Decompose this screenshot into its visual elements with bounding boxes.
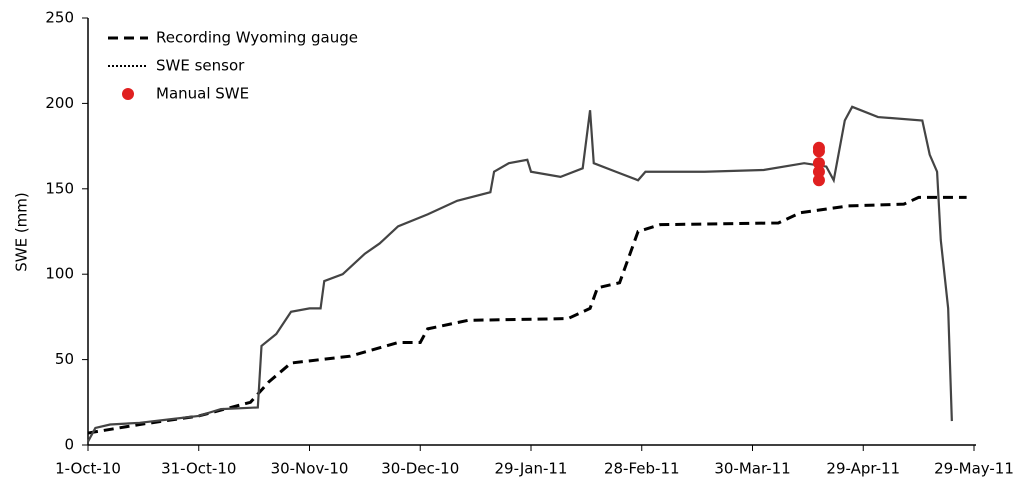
y-tick-label: 150: [45, 179, 74, 197]
y-tick-label: 250: [45, 9, 74, 27]
series-line: [87, 105, 953, 443]
legend-label: Manual SWE: [156, 85, 249, 103]
manual-point: [812, 165, 825, 178]
manual-point: [812, 145, 825, 158]
x-tick-label: 28-Feb-11: [604, 460, 680, 478]
x-tick-label: 29-Jan-11: [495, 460, 568, 478]
y-tick-label: 200: [45, 94, 74, 112]
legend-label: SWE sensor: [156, 57, 245, 75]
y-tick-label: 50: [55, 350, 74, 368]
x-tick-label: 30-Nov-10: [271, 460, 349, 478]
x-tick-label: 1-Oct-10: [55, 460, 121, 478]
y-axis-label: SWE (mm): [13, 192, 31, 272]
x-tick-label: 29-Apr-11: [826, 460, 900, 478]
x-tick-label: 29-May-11: [934, 460, 1014, 478]
x-tick-label: 30-Dec-10: [381, 460, 459, 478]
series-line: [87, 195, 967, 435]
x-tick-label: 31-Oct-10: [161, 460, 236, 478]
x-tick-label: 30-Mar-11: [714, 460, 790, 478]
y-tick-label: 100: [45, 265, 74, 283]
legend-marker: [122, 88, 134, 100]
legend-label: Recording Wyoming gauge: [156, 29, 358, 47]
manual-point: [812, 157, 825, 170]
manual-point: [812, 174, 825, 187]
y-tick-label: 0: [64, 436, 74, 454]
